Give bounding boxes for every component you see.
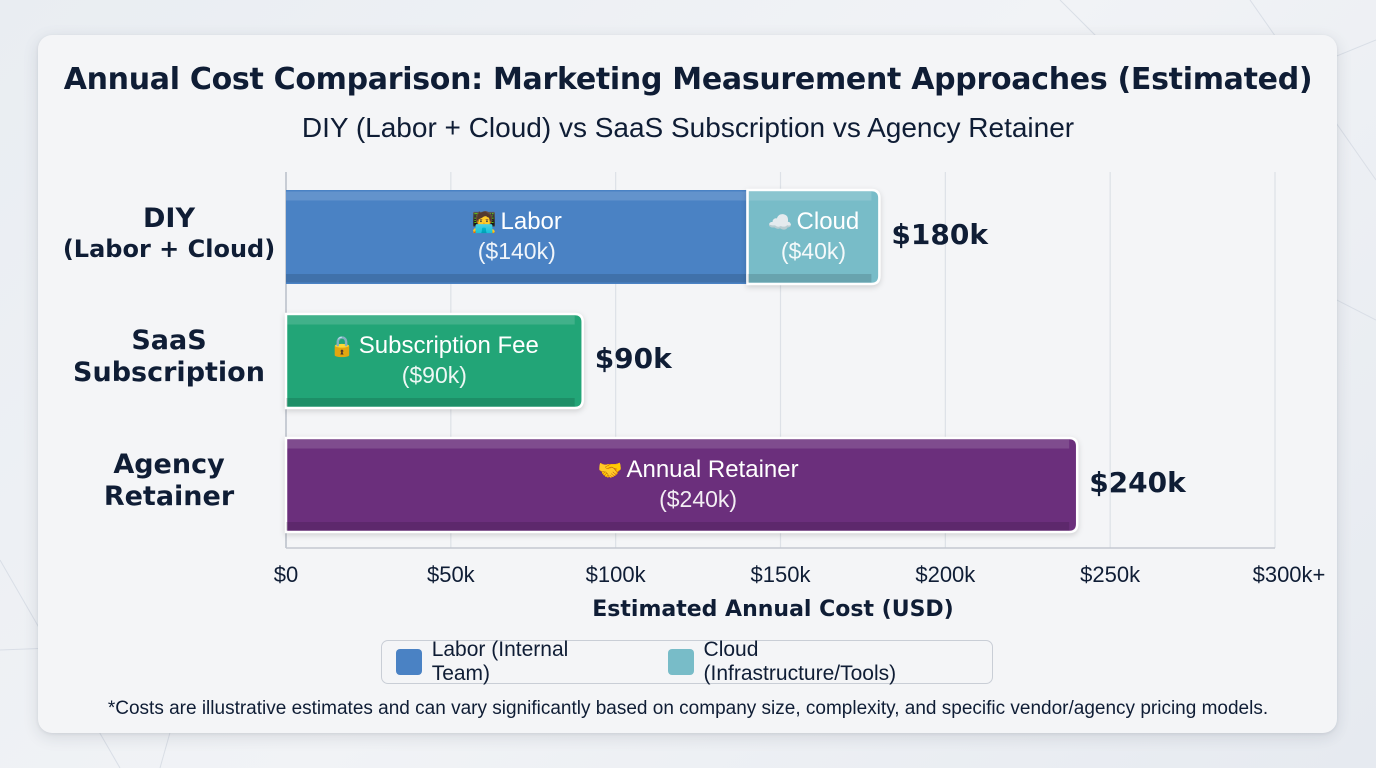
segment-value: ($90k) — [401, 362, 467, 388]
bar-highlight — [747, 191, 872, 201]
segment-label: 🤝 Annual Retainer ($240k) — [548, 455, 848, 514]
lock-icon: 🔒 — [329, 336, 355, 358]
segment-label: 🔒 Subscription Fee ($90k) — [284, 331, 584, 390]
handshake-icon: 🤝 — [597, 460, 623, 482]
y-label-line1: DIY — [142, 203, 195, 234]
bar-total-label: $90k — [594, 342, 672, 375]
legend-swatch-labor — [396, 649, 422, 675]
segment-name: 🧑‍💻 Labor — [367, 207, 667, 237]
y-label-line2: (Labor + Cloud) — [62, 235, 276, 264]
y-label-saas: SaaS Subscription — [54, 325, 284, 390]
bar-segment-labor — [286, 190, 748, 284]
x-tick-label: $100k — [585, 562, 646, 587]
x-tick-label: $50k — [426, 562, 475, 587]
segment-name: ☁️ Cloud — [663, 207, 963, 237]
segment-value: ($240k) — [659, 486, 738, 512]
legend: Labor (Internal Team) Cloud (Infrastruct… — [381, 638, 993, 686]
footnote: *Costs are illustrative estimates and ca… — [107, 698, 1269, 719]
segment-name: 🤝 Annual Retainer — [548, 455, 848, 485]
bar-shade — [747, 274, 872, 283]
segment-label: 🧑‍💻 Labor ($140k) — [367, 207, 667, 266]
x-tick-label: $250k — [1080, 562, 1141, 587]
segment-label: ☁️ Cloud ($40k) — [663, 207, 963, 266]
segment-value: ($140k) — [477, 238, 556, 264]
legend-item-labor: Labor (Internal Team) — [396, 638, 630, 686]
y-label-agency: Agency Retainer — [54, 449, 284, 514]
bar-segment-annual-retainer — [284, 436, 1079, 534]
cloud-icon: ☁️ — [767, 212, 793, 234]
bar-segment-cloud — [746, 188, 881, 286]
bar-highlight — [286, 191, 748, 201]
segment-name-text: Annual Retainer — [626, 456, 799, 483]
x-tick-label: $0 — [273, 562, 299, 587]
segment-value: ($40k) — [780, 238, 847, 264]
segment-name-text: Labor — [500, 208, 562, 235]
y-label-line1: SaaS — [131, 325, 207, 356]
x-tick-label: $200k — [915, 562, 976, 587]
x-tick-label: $150k — [750, 562, 811, 587]
segment-name: 🔒 Subscription Fee — [284, 331, 584, 361]
bar-shade — [286, 398, 575, 407]
segment-name-text: Subscription Fee — [358, 332, 539, 359]
chart-subtitle: DIY (Labor + Cloud) vs SaaS Subscription… — [301, 112, 1075, 143]
legend-item-cloud: Cloud (Infrastructure/Tools) — [667, 638, 954, 686]
bar-highlight — [286, 315, 575, 325]
x-axis-title: Estimated Annual Cost (USD) — [592, 597, 954, 622]
y-label-line2: Subscription — [73, 357, 265, 389]
technologist-icon: 🧑‍💻 — [471, 212, 497, 234]
bar-segment-subscription-fee — [284, 312, 584, 410]
bar-highlight — [286, 439, 1070, 449]
bar-total-label: $240k — [1089, 466, 1186, 499]
y-label-diy: DIY (Labor + Cloud) — [54, 203, 284, 264]
chart-title: Annual Cost Comparison: Marketing Measur… — [63, 62, 1313, 97]
bar-shade — [286, 274, 748, 283]
legend-label: Labor (Internal Team) — [431, 638, 569, 685]
chart-card — [38, 35, 1337, 733]
bar-total-label: $180k — [891, 218, 988, 251]
legend-label: Cloud (Infrastructure/Tools) — [703, 638, 897, 685]
legend-swatch-cloud — [667, 649, 694, 675]
y-label-line1: Agency — [113, 449, 225, 480]
bar-shade — [286, 522, 1070, 531]
y-label-line2: Retainer — [103, 481, 235, 513]
x-tick-label: $300k+ — [1252, 562, 1326, 587]
segment-name-text: Cloud — [796, 208, 860, 235]
